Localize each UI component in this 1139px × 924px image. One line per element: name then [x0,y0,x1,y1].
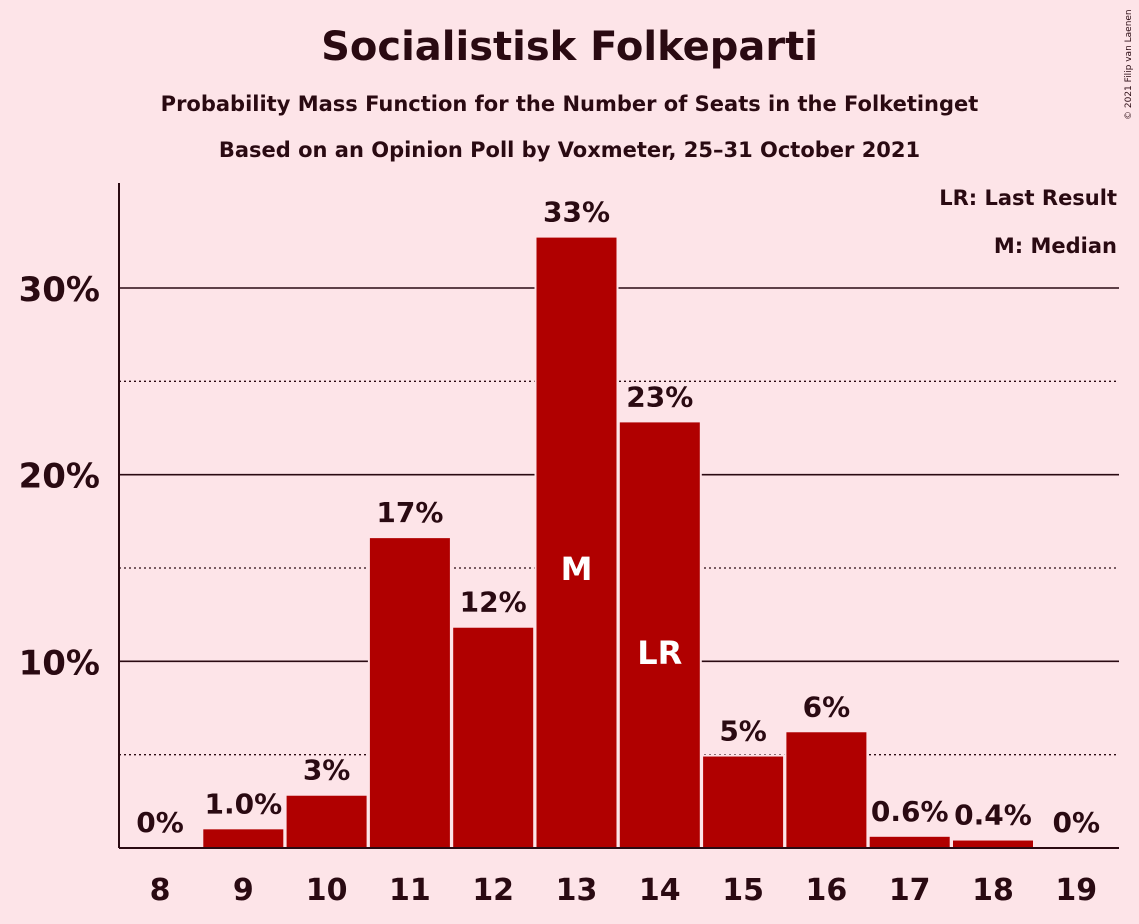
x-tick-label: 17 [889,873,931,908]
x-tick-label: 10 [306,873,348,908]
bar-value-label: 33% [543,196,610,229]
bar-value-label: 0% [136,806,184,839]
bar-value-label: 0% [1053,806,1101,839]
legend-median: M: Median [993,234,1117,258]
chart-source: Based on an Opinion Poll by Voxmeter, 25… [218,138,921,162]
bar-value-label: 17% [376,496,443,529]
x-tick-label: 16 [806,873,848,908]
bar [369,538,450,848]
bar [453,627,534,848]
x-tick-label: 15 [722,873,764,908]
x-tick-label: 14 [639,873,681,908]
bar [619,422,700,848]
bar-marker-label: LR [637,634,682,672]
x-tick-label: 12 [472,873,514,908]
bar-marker-label: M [561,550,593,588]
x-tick-label: 11 [389,873,431,908]
bar [786,732,867,848]
bar-value-label: 12% [460,586,527,619]
y-tick-label: 30% [19,270,100,310]
bar [286,795,367,848]
bar-value-label: 3% [303,754,351,787]
chart-subtitle: Probability Mass Function for the Number… [160,92,979,116]
bar [703,756,784,848]
bar [869,836,950,848]
bar-value-label: 6% [803,690,851,723]
x-tick-label: 13 [556,873,598,908]
bar [536,237,617,849]
legend-last-result: LR: Last Result [939,186,1117,210]
bar [953,840,1033,848]
bar [203,829,284,848]
chart-title: Socialistisk Folkeparti [321,24,818,70]
bar-value-label: 1.0% [204,787,282,820]
bar-value-label: 0.4% [954,799,1032,832]
x-tick-label: 19 [1055,873,1097,908]
x-tick-label: 9 [233,873,254,908]
bar-value-label: 0.6% [871,795,949,828]
bar-value-label: 5% [719,715,767,748]
bar-value-label: 23% [626,380,693,413]
x-tick-label: 8 [150,873,171,908]
x-tick-label: 18 [972,873,1014,908]
y-tick-label: 10% [19,643,100,683]
y-tick-label: 20% [19,457,100,497]
